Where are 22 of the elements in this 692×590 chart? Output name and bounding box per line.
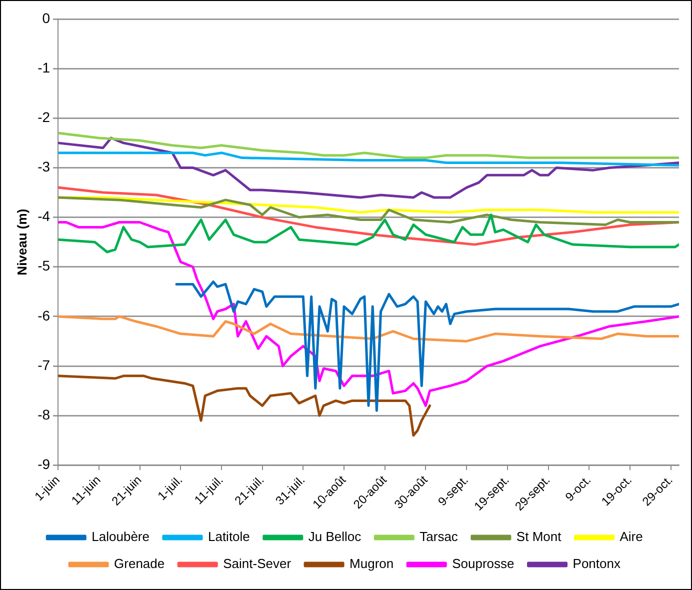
legend-label: Latitole	[208, 529, 250, 544]
y-tick-label: -9	[38, 456, 50, 472]
y-tick-label: -4	[38, 208, 50, 224]
legend-label: Pontonx	[572, 556, 621, 572]
legend-label: Souprosse	[452, 556, 514, 572]
legend-label: St Mont	[516, 529, 562, 544]
y-axis-title: Niveau (m)	[14, 208, 30, 276]
legend-label: Tarsac	[420, 529, 458, 544]
y-tick-label: -5	[38, 258, 50, 274]
y-tick-label: 0	[42, 10, 50, 26]
y-tick-label: -3	[38, 158, 50, 175]
legend-label: Laloubère	[92, 529, 150, 544]
legend-label: Aire	[620, 529, 643, 544]
y-tick-label: -2	[38, 109, 50, 126]
y-tick-label: -6	[38, 307, 50, 324]
y-tick-label: -1	[38, 59, 50, 76]
legend-label: Grenade	[114, 556, 165, 572]
legend-label: Ju Belloc	[308, 529, 362, 544]
legend-label: Saint-Sever	[223, 556, 292, 572]
legend-label: Mugron	[350, 556, 394, 572]
y-tick-label: -7	[38, 356, 50, 373]
y-tick-label: -8	[38, 406, 50, 422]
